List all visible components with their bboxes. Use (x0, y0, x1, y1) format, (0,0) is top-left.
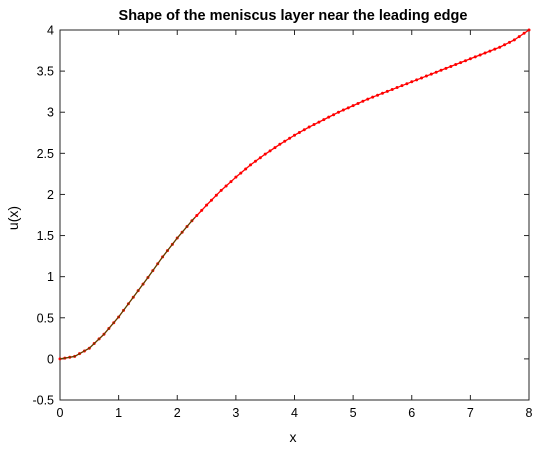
series-marker (263, 152, 267, 156)
series-marker (283, 139, 287, 143)
y-tick-label: 3 (47, 106, 54, 120)
series-marker (302, 128, 306, 132)
series-marker (297, 131, 301, 135)
series-marker (507, 40, 511, 44)
x-tick-label: 8 (526, 406, 533, 420)
series-marker (351, 104, 355, 108)
series-marker (488, 49, 492, 53)
x-tick-label: 0 (57, 406, 64, 420)
series-marker (317, 120, 321, 124)
series-marker (273, 146, 277, 150)
series-marker (420, 76, 424, 80)
series-marker (449, 64, 453, 68)
series-marker (234, 175, 238, 179)
series-marker (405, 82, 409, 86)
series-marker (341, 108, 345, 112)
series-marker (366, 97, 370, 101)
series-marker (454, 63, 458, 67)
series-marker (327, 115, 331, 119)
series-line-2 (59, 217, 196, 360)
series-marker (410, 80, 414, 84)
series-marker (424, 74, 428, 78)
y-tick-label: 1.5 (37, 229, 54, 243)
series-marker (195, 214, 199, 218)
x-axis: 0 1 2 3 4 5 6 7 8 (57, 30, 533, 420)
series-marker (385, 89, 389, 93)
series-marker (293, 133, 296, 137)
series-marker (380, 91, 384, 95)
series-marker (336, 110, 340, 114)
series-marker (278, 142, 282, 146)
x-tick-label: 1 (115, 406, 122, 420)
plot-area (59, 29, 530, 401)
series-marker (209, 198, 213, 202)
series-marker (258, 156, 262, 160)
series-marker (429, 72, 433, 76)
y-axis-label: u(x) (5, 206, 21, 230)
y-tick-label: 1 (47, 270, 54, 284)
series-marker (253, 159, 257, 163)
y-tick-label: 0.5 (37, 311, 54, 325)
series-marker (214, 193, 218, 197)
series-marker (229, 180, 233, 184)
plot-frame (59, 29, 530, 401)
series-marker (434, 70, 438, 74)
x-tick-label: 6 (408, 406, 415, 420)
series-marker (517, 35, 521, 39)
y-axis: -0.5 0 0.5 1 1.5 2 2.5 3 3.5 4 (32, 24, 529, 408)
series-marker (268, 149, 272, 153)
series-marker (239, 171, 243, 175)
series-marker (439, 68, 443, 72)
series-marker (463, 59, 467, 63)
series-marker (395, 86, 399, 90)
x-axis-label: x (290, 429, 297, 445)
x-tick-label: 5 (350, 406, 357, 420)
series-marker (468, 57, 472, 61)
series-marker (346, 106, 350, 110)
series-marker (400, 84, 404, 88)
y-tick-label: -0.5 (32, 394, 54, 408)
series-marker (498, 45, 502, 49)
series-marker (527, 28, 531, 32)
series-marker (493, 47, 497, 51)
series-marker (322, 118, 326, 122)
series-marker (205, 203, 209, 207)
series-marker (249, 163, 253, 167)
series-marker (288, 136, 292, 140)
x-tick-label: 3 (232, 406, 239, 420)
series-marker (224, 184, 228, 188)
series-layer (58, 28, 531, 361)
series-marker (478, 53, 482, 57)
series-line-1 (59, 29, 530, 360)
series-marker (307, 125, 311, 129)
series-marker (459, 61, 463, 65)
series-marker (444, 66, 448, 70)
y-tick-label: 2.5 (37, 147, 54, 161)
y-tick-label: 2 (47, 188, 54, 202)
series-marker (371, 95, 375, 99)
series-marker (522, 31, 526, 35)
series-marker (483, 51, 487, 55)
series-marker (503, 43, 507, 47)
series-marker (512, 38, 516, 42)
series-marker (200, 208, 204, 212)
x-tick-label: 7 (467, 406, 474, 420)
series-marker (473, 55, 477, 59)
series-marker (415, 78, 419, 82)
series-marker (390, 87, 394, 91)
series-marker (332, 113, 336, 117)
y-tick-label: 0 (47, 352, 54, 366)
series-marker (356, 101, 360, 105)
series-marker (244, 167, 248, 171)
x-tick-label: 4 (291, 406, 298, 420)
series-marker (361, 99, 365, 103)
chart-title: Shape of the meniscus layer near the lea… (119, 8, 468, 24)
series-marker (219, 188, 223, 192)
series-marker (376, 93, 380, 97)
series-marker (312, 123, 316, 127)
y-tick-label: 4 (47, 24, 54, 38)
x-tick-label: 2 (174, 406, 181, 420)
y-tick-label: 3.5 (37, 65, 54, 79)
